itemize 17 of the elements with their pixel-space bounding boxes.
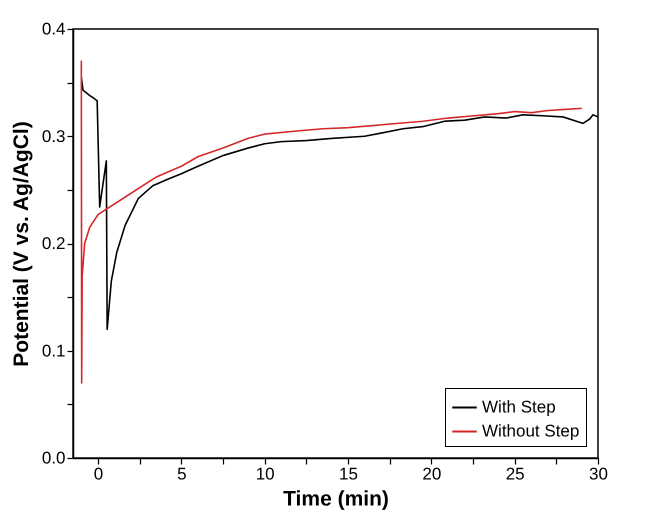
x-tick-label: 20 <box>422 464 442 484</box>
y-tick-label: 0.3 <box>42 126 66 146</box>
y-tick-label: 0.0 <box>42 448 66 468</box>
y-tick-label: 0.1 <box>42 341 66 360</box>
x-tick-label: 15 <box>339 464 358 484</box>
x-tick-label: 0 <box>94 464 104 484</box>
x-tick-label: 10 <box>256 464 275 484</box>
legend-label: With Step <box>482 398 556 416</box>
x-tick-label: 25 <box>506 464 525 484</box>
x-axis-title: Time (min) <box>283 488 389 510</box>
line-series <box>80 60 582 384</box>
y-tick-label: 0.2 <box>42 234 66 253</box>
y-tick-label: 0.4 <box>42 20 66 38</box>
x-tick-label: 5 <box>177 464 187 484</box>
y-axis-title: Potential (V vs. Ag/AgCl) <box>10 121 33 367</box>
x-tick-label: 30 <box>589 464 608 484</box>
legend-label: Without Step <box>482 422 580 440</box>
